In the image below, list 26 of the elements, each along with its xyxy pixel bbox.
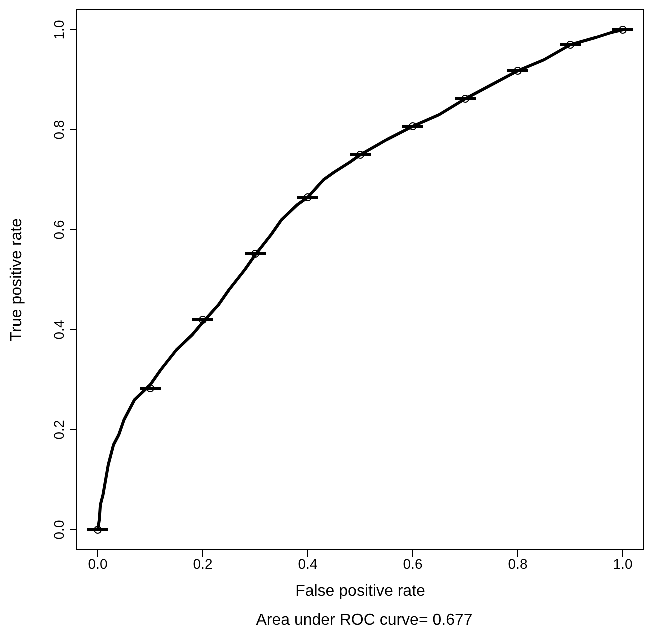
point xyxy=(514,67,522,75)
text: Area under ROC curve= 0.677 xyxy=(255,612,474,630)
x-tick-label: 0.8 xyxy=(508,556,528,572)
y-tick-label: 0.8 xyxy=(51,120,67,140)
x-tick-label: 0.4 xyxy=(298,556,318,572)
y-tick-label: 0.6 xyxy=(51,220,67,240)
x-tick-label: 1.0 xyxy=(613,556,633,572)
x-tick-label: 0.6 xyxy=(403,556,423,572)
y-tick-label: 0.4 xyxy=(51,320,67,340)
point xyxy=(409,122,417,130)
x-axis-title: False positive rate xyxy=(296,583,426,600)
point xyxy=(146,384,154,392)
y-tick-label: 0.0 xyxy=(51,520,67,540)
point xyxy=(462,95,470,103)
point xyxy=(94,526,102,534)
point xyxy=(619,26,627,34)
point xyxy=(356,151,364,159)
point xyxy=(304,194,312,202)
point xyxy=(199,316,207,324)
point xyxy=(252,250,260,258)
x-tick-label: 0.0 xyxy=(88,556,108,572)
x-tick-label: 0.2 xyxy=(193,556,213,572)
y-tick-label: 0.2 xyxy=(51,420,67,440)
point xyxy=(566,41,574,49)
y-axis-title: True positive rate xyxy=(8,218,26,342)
y-tick-label: 1.0 xyxy=(51,20,67,40)
